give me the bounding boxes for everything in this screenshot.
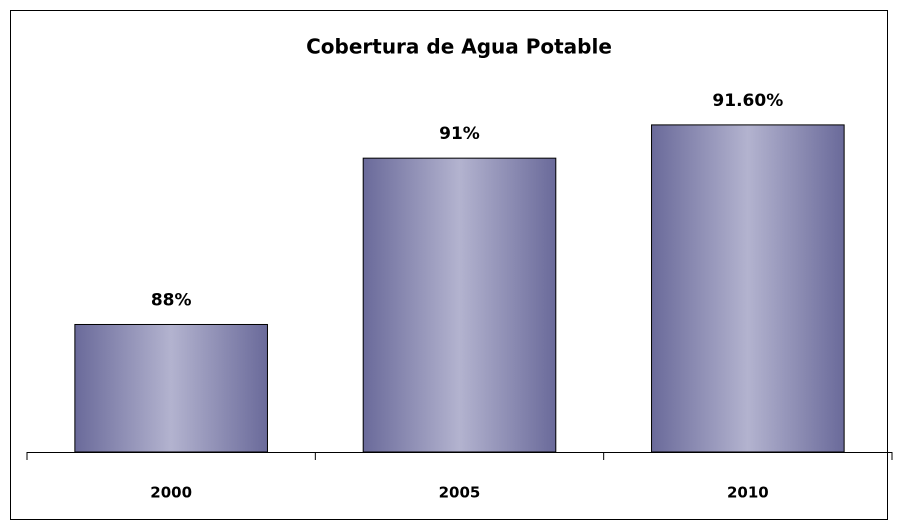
data-label: 91% xyxy=(439,124,480,144)
chart-title: Cobertura de Agua Potable xyxy=(306,35,612,59)
bar xyxy=(74,323,268,453)
x-tick-label: 2005 xyxy=(439,484,481,502)
x-tick-label: 2000 xyxy=(150,484,192,502)
bar xyxy=(651,124,845,453)
data-label: 91.60% xyxy=(712,91,783,111)
x-tick-label: 2010 xyxy=(727,484,769,502)
bar xyxy=(362,157,557,453)
data-label: 88% xyxy=(151,290,192,310)
